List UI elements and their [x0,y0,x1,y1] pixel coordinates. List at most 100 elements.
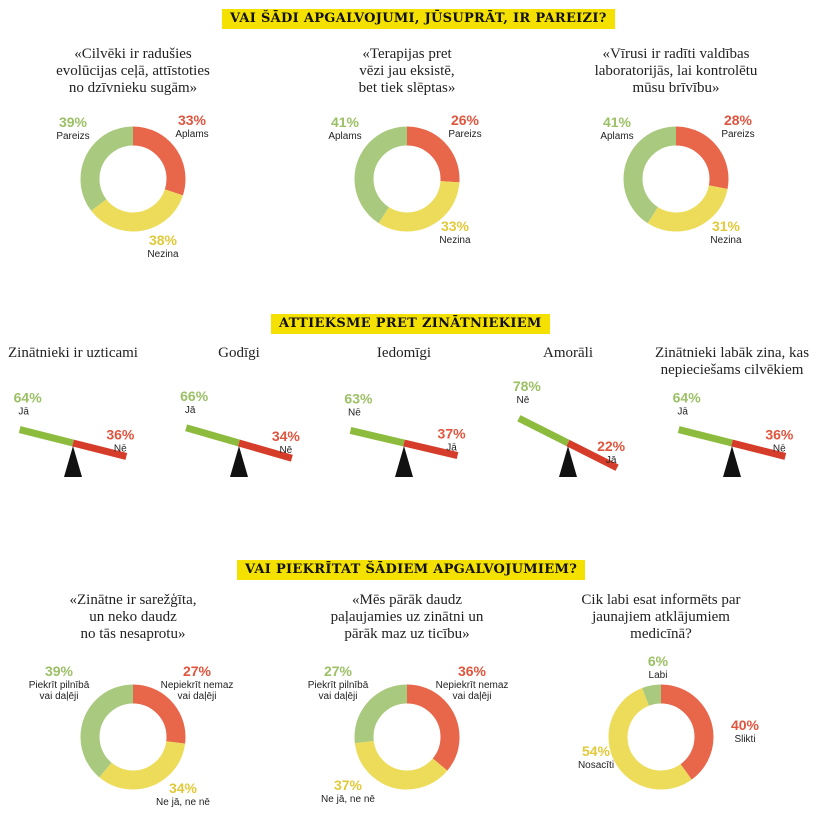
chart-title-line: mūsu brīvību» [632,80,719,96]
bar-left-percent: 64% [14,390,43,406]
slice-percent: 39% [45,663,74,679]
donut-slice-yellow [608,684,714,790]
slice-percent: 41% [603,114,632,130]
chart-title-line: evolūcijas ceļā, attīstoties [56,63,210,79]
bar-title-line: Iedomīgi [377,345,431,361]
section-banner-agree: VAI PIEKRĪTAT ŠĀDIEM APGALVOJUMIEM? [237,560,586,580]
donut-slice-yellow [354,684,460,790]
bar-left-label: Jā [18,407,29,418]
slice-label: Ne jā, ne nē [321,794,375,805]
slice-label: vai daļēji [178,691,217,702]
slice-percent: 38% [149,232,178,248]
chart-title-line: «Zinātne ir sarežģīta, [69,592,196,608]
bar-title-line: Zinātnieki ir uzticami [8,345,138,361]
chart-title-line: «Terapijas pret [362,46,452,62]
donut-slice-green [354,684,460,790]
slice-percent: 31% [712,218,741,234]
slice-percent: 27% [324,663,353,679]
bar-title-line: nepieciešams cilvēkiem [661,362,804,378]
donut-chart [608,684,714,790]
chart-title-line: bet tiek slēptas» [359,80,456,96]
section-banner-statements: VAI ŠĀDI APGALVOJUMI, JŪSUPRĀT, IR PAREI… [222,9,615,29]
chart-title-line: paļaujamies uz zinātni un [331,609,484,625]
donut-slice-green [354,126,460,232]
chart-title-line: «Vīrusi ir radīti valdības [602,46,749,62]
donut-slice-green [623,126,729,232]
slice-label: Nezina [710,235,742,246]
donut-slice-yellow [623,126,729,232]
seesaw-left-beam [18,426,74,447]
fulcrum-icon [230,446,248,477]
slice-percent: 28% [724,112,753,128]
slice-percent: 39% [59,114,88,130]
seesaw-right-beam [731,439,787,460]
donut-chart [623,126,729,232]
bar-left-percent: 63% [344,390,373,406]
chart-title-line: vēzi jau eksistē, [359,63,454,79]
bar-left-label: Nē [348,407,361,418]
chart-title-line: laboratorijās, lai kontrolētu [595,63,758,79]
donut-chart [354,126,460,232]
bar-right-percent: 34% [272,428,301,444]
chart-title-line: no tās nesaprotu» [81,626,186,642]
bar-right-percent: 36% [106,426,135,442]
seesaw-left-beam [517,415,570,447]
slice-label: Ne jā, ne nē [156,797,210,808]
slice-label: vai daļēji [40,691,79,702]
slice-percent: 41% [331,114,360,130]
seesaw-right-beam [238,439,293,462]
slice-percent: 36% [458,663,487,679]
donut-slice-green [80,126,186,232]
chart-title-line: «Mēs pārāk daudz [352,592,462,608]
slice-percent: 33% [441,218,470,234]
seesaw-left-beam [349,427,405,447]
fulcrum-icon [559,446,577,477]
slice-label: Nezina [147,249,179,260]
seesaw-right-beam [72,439,128,460]
donut-slice-yellow [80,126,186,232]
slice-label: Pareizs [448,129,481,140]
fulcrum-icon [64,446,82,477]
slice-percent: 27% [183,663,212,679]
slice-label: Aplams [328,131,361,142]
donut-slice-green [80,684,186,790]
bar-left-label: Jā [185,405,196,416]
chart-title-line: no dzīvnieku sugām» [69,80,197,96]
slice-percent: 54% [582,743,611,759]
chart-title-line: medicīnā? [630,626,692,642]
slice-percent: 40% [731,717,760,733]
slice-label: Aplams [600,131,633,142]
slice-label: Nepiekrīt nemaz [161,680,234,691]
slice-percent: 37% [334,777,363,793]
seesaw-right-beam [403,439,459,459]
slice-label: Aplams [175,129,208,140]
bar-left-label: Nē [516,395,529,406]
slice-label: Nezina [439,235,471,246]
slice-label: Slikti [734,734,755,745]
chart-title-line: Cik labi esat informēts par [581,592,740,608]
bar-title-line: Godīgi [218,345,260,361]
bar-title-line: Zinātnieki labāk zina, kas [655,345,809,361]
donut-slice-yellow [354,126,460,232]
slice-label: Nepiekrīt nemaz [436,680,509,691]
bar-left-percent: 78% [513,378,542,394]
slice-label: Pareizs [56,131,89,142]
donut-chart [80,126,186,232]
donut-slice-green [608,684,714,790]
bar-right-percent: 22% [597,438,626,454]
slice-percent: 26% [451,112,480,128]
bar-left-label: Jā [677,407,688,418]
chart-title-line: jaunajiem atklājumiem [591,609,730,625]
donut-chart [354,684,460,790]
bar-right-label: Jā [446,443,457,454]
bar-right-percent: 37% [438,426,467,442]
slice-label: Piekrīt pilnībā [308,680,369,691]
slice-label: vai daļēji [453,691,492,702]
slice-percent: 33% [178,112,207,128]
slice-percent: 6% [648,653,669,669]
slice-label: Labi [649,670,668,681]
fulcrum-icon [723,446,741,477]
chart-title-line: «Cilvēki ir radušies [74,46,192,62]
slice-label: Piekrīt pilnībā [29,680,90,691]
